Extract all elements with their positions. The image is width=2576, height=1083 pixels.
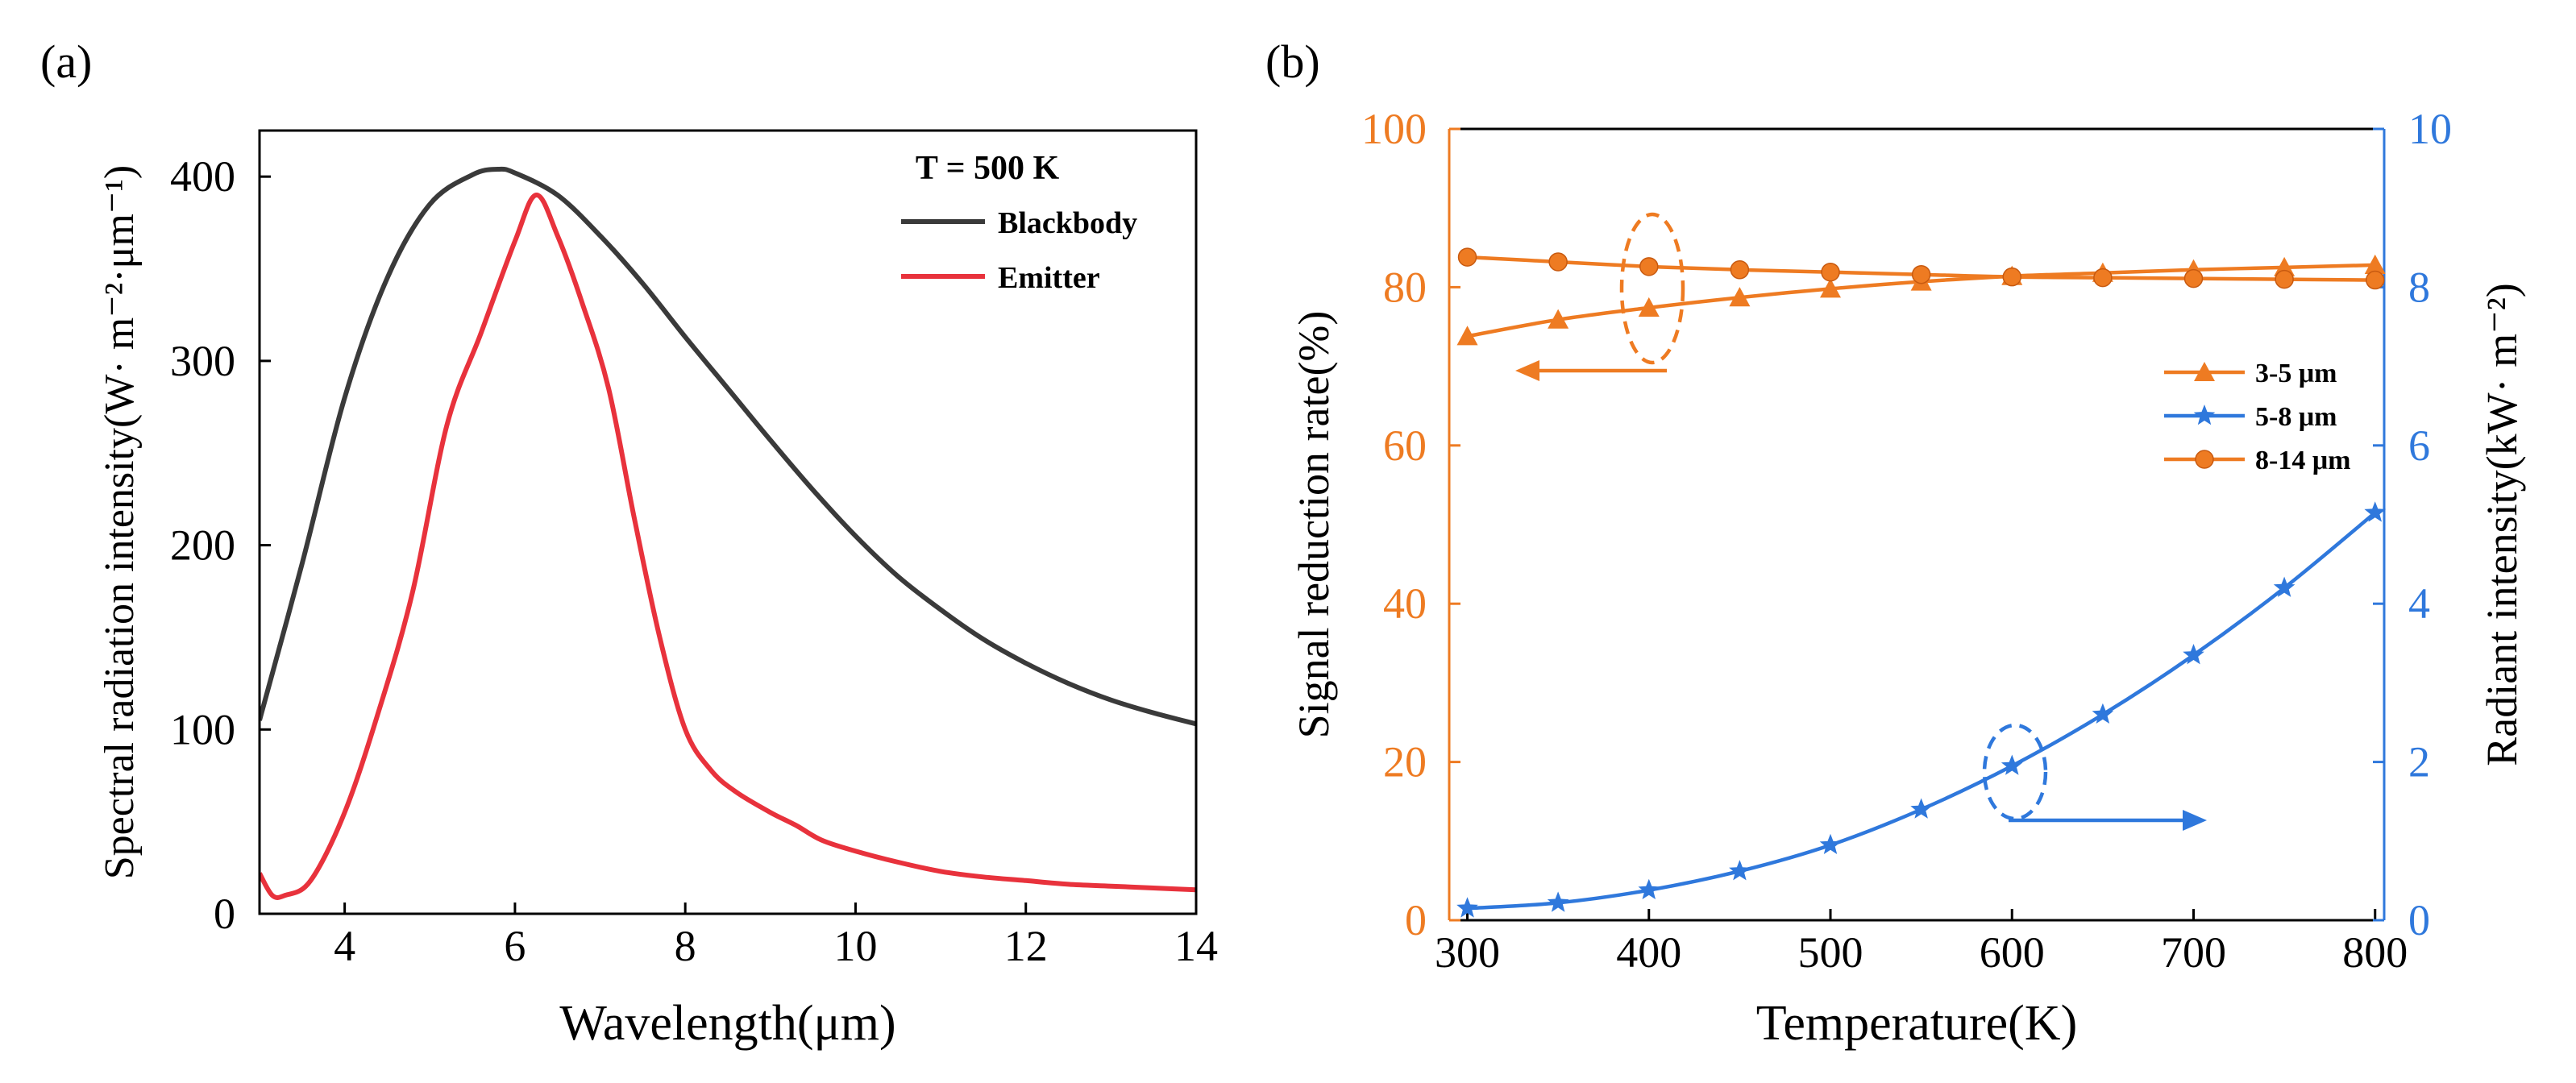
x-tick-label-b: 800 xyxy=(2342,928,2408,977)
series-line-emitter xyxy=(260,193,1196,900)
right-y-tick-label: 4 xyxy=(2408,579,2430,628)
data-point-star xyxy=(1910,798,1932,819)
right-y-tick-label: 8 xyxy=(2408,263,2430,311)
legend-label-circle: 8-14 μm xyxy=(2255,446,2350,475)
left-y-tick-label: 100 xyxy=(1361,105,1427,153)
legend-label-blackbody: Blackbody xyxy=(998,206,1137,240)
y-tick-label-a: 200 xyxy=(170,521,235,570)
x-tick-label-a: 10 xyxy=(833,922,877,970)
right-y-tick-label: 6 xyxy=(2408,421,2430,470)
x-tick-label-a: 8 xyxy=(675,922,696,970)
data-point-circle xyxy=(1730,260,1750,280)
right-y-tick-label: 2 xyxy=(2408,738,2430,786)
data-point-triangle xyxy=(1638,297,1660,317)
left-y-tick-label: 40 xyxy=(1383,579,1427,628)
y-tick-label-a: 100 xyxy=(170,705,235,753)
data-point-triangle xyxy=(2364,254,2386,274)
data-point-circle xyxy=(1639,257,1659,276)
data-point-circle xyxy=(2002,267,2022,287)
panel-label-a: (a) xyxy=(40,35,92,88)
data-point-circle xyxy=(1911,264,1931,284)
data-point-triangle xyxy=(1729,287,1751,307)
legend-marker-circle xyxy=(2195,450,2214,469)
data-point-star xyxy=(1819,833,1842,854)
data-point-circle xyxy=(1457,247,1477,267)
annotation-arrowhead-left xyxy=(1515,360,1539,381)
data-point-triangle xyxy=(1820,278,1842,298)
x-tick-label-a: 14 xyxy=(1174,922,1218,970)
x-tick-label-a: 6 xyxy=(504,922,526,970)
left-y-tick-label: 60 xyxy=(1383,421,1427,470)
data-point-star xyxy=(1638,878,1660,899)
data-point-circle xyxy=(1548,252,1568,272)
y-tick-label-a: 0 xyxy=(214,890,235,938)
legend-label-star: 5-8 μm xyxy=(2255,402,2337,432)
y-tick-label-a: 300 xyxy=(170,337,235,385)
data-point-triangle xyxy=(1456,326,1478,346)
right-y-tick-label: 10 xyxy=(2408,105,2452,153)
data-point-triangle xyxy=(1548,309,1569,329)
x-tick-label-b: 700 xyxy=(2161,928,2226,977)
data-point-star xyxy=(1729,860,1751,881)
y-tick-label-a: 400 xyxy=(170,152,235,201)
left-y-tick-label: 0 xyxy=(1405,896,1427,944)
right-y-axis-title: Radiant intensity(kW· m⁻²) xyxy=(2478,283,2526,766)
x-tick-label-a: 12 xyxy=(1004,922,1048,970)
right-y-tick-label: 0 xyxy=(2408,896,2430,944)
x-tick-label-b: 300 xyxy=(1435,928,1500,977)
panel-label-b: (b) xyxy=(1265,35,1320,88)
legend-marker-star xyxy=(2193,405,2216,425)
annotation-ellipse-left xyxy=(1619,212,1685,365)
chart-b: (b)300 400 500 600 700 8000204060801000246810… xyxy=(1265,35,2526,1051)
chart-a: (a) 4 6 8 10 12 14 0 100 200 300 400 Wavelength(μm) S… xyxy=(40,35,1218,1051)
data-point-circle xyxy=(1821,262,1840,282)
data-point-star xyxy=(2364,501,2387,522)
data-point-circle xyxy=(2183,268,2204,288)
x-tick-label-b: 500 xyxy=(1798,928,1863,977)
left-y-tick-label: 80 xyxy=(1383,263,1427,311)
data-point-star xyxy=(2001,754,2023,775)
legend-label-triangle: 3-5 μm xyxy=(2255,359,2337,388)
legend-label-emitter: Emitter xyxy=(998,261,1100,295)
y-axis-title-a: Spectral radiation intensity(W· m⁻²·μm⁻¹… xyxy=(97,165,143,880)
plot-frame-a xyxy=(258,129,1198,915)
data-point-circle xyxy=(2275,269,2294,289)
x-axis-title-b: Temperature(K) xyxy=(1756,996,2077,1051)
data-point-circle xyxy=(2365,270,2385,290)
left-y-axis-title: Signal reduction rate(%) xyxy=(1290,311,1338,739)
series-line-blackbody xyxy=(260,166,1196,727)
data-point-star xyxy=(1547,891,1569,912)
data-point-star xyxy=(2273,576,2296,597)
x-tick-label-b: 600 xyxy=(1980,928,2045,977)
x-tick-label-b: 400 xyxy=(1616,928,1681,977)
annotation-ellipse-right xyxy=(1982,723,2048,821)
x-axis-title-a: Wavelength(μm) xyxy=(559,996,895,1051)
legend-a: T = 500 K Blackbody Emitter xyxy=(901,150,1137,295)
data-point-star xyxy=(2183,644,2204,665)
data-point-circle xyxy=(2093,268,2113,288)
legend-title: T = 500 K xyxy=(916,150,1060,187)
x-tick-label-a: 4 xyxy=(334,922,355,970)
data-point-star xyxy=(1456,897,1478,918)
series-line-star xyxy=(1467,511,2377,911)
data-point-star xyxy=(2092,703,2114,724)
annotation-arrowhead-right xyxy=(2183,810,2207,831)
legend-marker-triangle xyxy=(2194,362,2215,382)
left-y-tick-label: 20 xyxy=(1383,738,1427,786)
series-star xyxy=(1456,501,2387,918)
legend-b: 3-5 μm 5-8 μm 8-14 μm xyxy=(2164,359,2350,475)
